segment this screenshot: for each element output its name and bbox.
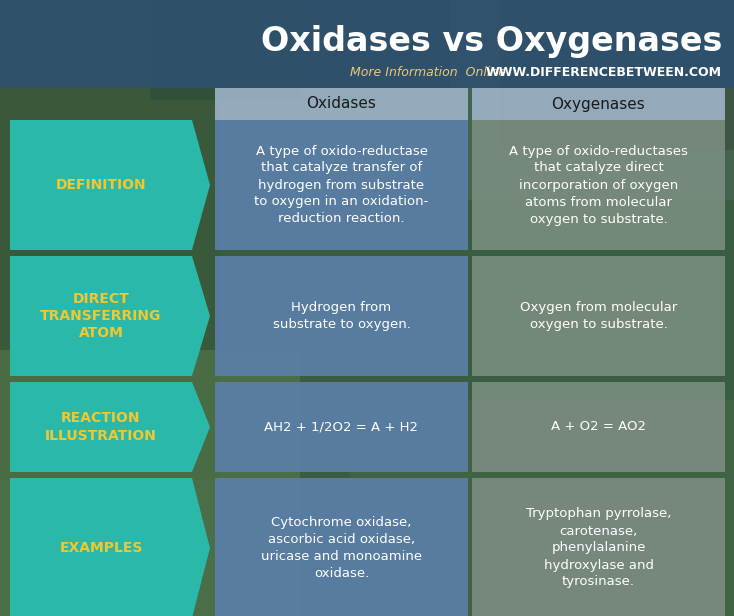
Text: REACTION
ILLUSTRATION: REACTION ILLUSTRATION	[45, 411, 157, 443]
Text: EXAMPLES: EXAMPLES	[59, 541, 142, 555]
FancyBboxPatch shape	[300, 0, 734, 200]
FancyBboxPatch shape	[472, 478, 725, 616]
Text: Oxygenases: Oxygenases	[552, 97, 645, 111]
Text: Oxidases: Oxidases	[307, 97, 377, 111]
FancyBboxPatch shape	[0, 0, 734, 88]
FancyBboxPatch shape	[215, 88, 468, 120]
FancyBboxPatch shape	[472, 120, 725, 250]
Polygon shape	[10, 478, 210, 616]
FancyBboxPatch shape	[0, 350, 300, 616]
Text: Tryptophan pyrrolase,
carotenase,
phenylalanine
hydroxylase and
tyrosinase.: Tryptophan pyrrolase, carotenase, phenyl…	[526, 508, 671, 588]
Text: DIRECT
TRANSFERRING
ATOM: DIRECT TRANSFERRING ATOM	[40, 292, 161, 340]
Polygon shape	[10, 256, 210, 376]
Text: WWW.DIFFERENCEBETWEEN.COM: WWW.DIFFERENCEBETWEEN.COM	[486, 65, 722, 78]
Text: Oxidases vs Oxygenases: Oxidases vs Oxygenases	[261, 25, 722, 59]
Polygon shape	[10, 382, 210, 472]
Text: DEFINITION: DEFINITION	[56, 178, 146, 192]
Text: Oxygen from molecular
oxygen to substrate.: Oxygen from molecular oxygen to substrat…	[520, 301, 677, 331]
FancyBboxPatch shape	[500, 0, 734, 150]
Polygon shape	[10, 120, 210, 250]
Text: More Information  Online: More Information Online	[350, 65, 514, 78]
FancyBboxPatch shape	[215, 256, 468, 376]
FancyBboxPatch shape	[215, 382, 468, 472]
Text: A + O2 = AO2: A + O2 = AO2	[551, 421, 646, 434]
Text: A type of oxido-reductases
that catalyze direct
incorporation of oxygen
atoms fr: A type of oxido-reductases that catalyze…	[509, 145, 688, 225]
FancyBboxPatch shape	[215, 120, 468, 250]
FancyBboxPatch shape	[350, 400, 734, 616]
Text: A type of oxido-reductase
that catalyze transfer of
hydrogen from substrate
to o: A type of oxido-reductase that catalyze …	[254, 145, 429, 225]
Text: AH2 + 1/2O2 = A + H2: AH2 + 1/2O2 = A + H2	[264, 421, 418, 434]
Text: Cytochrome oxidase,
ascorbic acid oxidase,
uricase and monoamine
oxidase.: Cytochrome oxidase, ascorbic acid oxidas…	[261, 516, 422, 580]
FancyBboxPatch shape	[472, 88, 725, 120]
FancyBboxPatch shape	[150, 0, 450, 100]
FancyBboxPatch shape	[472, 382, 725, 472]
FancyBboxPatch shape	[472, 256, 725, 376]
FancyBboxPatch shape	[0, 80, 220, 480]
Text: Hydrogen from
substrate to oxygen.: Hydrogen from substrate to oxygen.	[272, 301, 410, 331]
FancyBboxPatch shape	[215, 478, 468, 616]
